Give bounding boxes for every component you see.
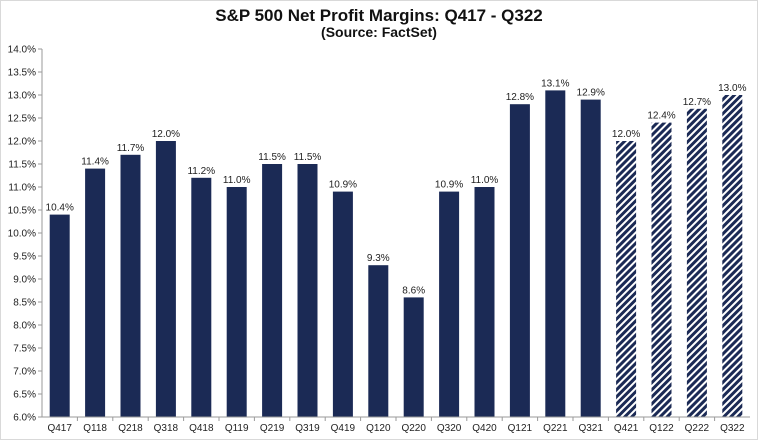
data-label-Q122: 12.4% (647, 111, 675, 122)
y-tick-label: 7.5% (13, 344, 36, 355)
y-tick-label: 6.5% (13, 390, 36, 401)
bar-Q321 (580, 99, 601, 417)
data-label-Q418: 11.2% (187, 166, 215, 177)
x-tick-label: Q222 (685, 423, 710, 434)
data-label-Q417: 10.4% (46, 203, 74, 214)
x-tick-label: Q421 (614, 423, 639, 434)
x-axis: Q417 Q118 Q218 Q318 Q418 Q119 Q219 Q319 Q419 Q120… (42, 416, 750, 434)
y-tick-label: 9.0% (13, 275, 36, 286)
data-label-Q419: 10.9% (329, 180, 357, 191)
x-tick-label: Q417 (47, 423, 72, 434)
data-label-Q221: 13.1% (541, 78, 569, 89)
y-tick-label: 8.5% (13, 298, 36, 309)
x-tick-label: Q219 (260, 423, 285, 434)
x-tick-label: Q121 (508, 423, 533, 434)
x-tick-label: Q118 (83, 423, 107, 434)
x-tick-label: Q321 (578, 423, 603, 434)
bar-Q122 (651, 122, 672, 417)
x-tick-label: Q218 (118, 423, 143, 434)
data-label-Q218: 11.7% (117, 143, 145, 154)
y-tick-label: 14.0% (8, 45, 36, 56)
y-tick-label: 11.5% (8, 160, 36, 171)
data-label-Q120: 9.3% (367, 253, 390, 264)
bar-Q118 (85, 168, 106, 417)
x-tick-label: Q122 (649, 423, 674, 434)
y-axis: 6.0% 6.5% 7.0% 7.5% 8.0% 8.5% 9.0% 9.5% 10.0% 10.… (8, 45, 43, 424)
bar-Q419 (332, 191, 353, 417)
y-tick-label: 10.5% (8, 206, 36, 217)
y-tick-label: 8.0% (13, 321, 36, 332)
bar-Q322 (722, 95, 743, 417)
chart-title: S&P 500 Net Profit Margins: Q417 - Q322 (215, 6, 543, 25)
data-label-Q118: 11.4% (81, 157, 109, 168)
data-label-Q421: 12.0% (612, 129, 640, 140)
y-tick-label: 6.0% (13, 413, 36, 424)
x-tick-label: Q119 (225, 423, 249, 434)
data-label-Q319: 11.5% (294, 152, 322, 163)
x-tick-label: Q320 (437, 423, 462, 434)
bar-Q220 (403, 297, 424, 417)
x-tick-label: Q318 (154, 423, 179, 434)
chart-subtitle: (Source: FactSet) (321, 24, 437, 40)
data-label-Q119: 11.0% (223, 175, 251, 186)
bar-Q121 (509, 104, 530, 417)
y-tick-label: 13.0% (8, 91, 36, 102)
y-tick-label: 11.0% (8, 183, 36, 194)
bar-Q219 (262, 164, 283, 417)
bar-Q420 (474, 187, 495, 417)
bar-Q421 (616, 141, 637, 417)
bar-Q417 (49, 214, 70, 417)
x-tick-label: Q419 (331, 423, 356, 434)
x-tick-label: Q418 (189, 423, 214, 434)
data-label-Q220: 8.6% (402, 285, 425, 296)
data-label-Q322: 13.0% (718, 83, 746, 94)
bar-Q119 (226, 187, 247, 417)
x-tick-label: Q220 (401, 423, 426, 434)
data-label-Q420: 11.0% (471, 175, 499, 186)
bar-Q218 (120, 154, 141, 418)
y-tick-label: 12.0% (8, 137, 36, 148)
x-tick-label: Q120 (366, 423, 391, 434)
x-tick-label: Q221 (543, 423, 568, 434)
bar-Q320 (439, 191, 460, 417)
bar-Q120 (368, 265, 389, 417)
bar-Q319 (297, 164, 318, 417)
y-tick-label: 10.0% (8, 229, 36, 240)
y-tick-label: 7.0% (13, 367, 36, 378)
x-tick-label: Q319 (295, 423, 320, 434)
y-tick-label: 12.5% (8, 114, 36, 125)
bar-Q221 (545, 90, 566, 418)
bar-Q418 (191, 177, 212, 417)
y-tick-label: 9.5% (13, 252, 36, 263)
y-tick-label: 13.5% (8, 68, 36, 79)
data-label-Q320: 10.9% (435, 180, 463, 191)
data-label-Q222: 12.7% (683, 97, 711, 108)
data-label-Q121: 12.8% (506, 92, 534, 103)
bar-Q222 (686, 108, 707, 418)
x-tick-label: Q420 (472, 423, 497, 434)
x-tick-label: Q322 (720, 423, 745, 434)
bar-Q318 (155, 141, 176, 417)
data-label-Q318: 12.0% (152, 129, 180, 140)
bars: 10.4% 11.4% 11.7% 12.0% 11.2% 11.0% 11.5% 11.5%… (46, 78, 747, 418)
data-label-Q321: 12.9% (577, 88, 605, 99)
data-label-Q219: 11.5% (258, 152, 286, 163)
